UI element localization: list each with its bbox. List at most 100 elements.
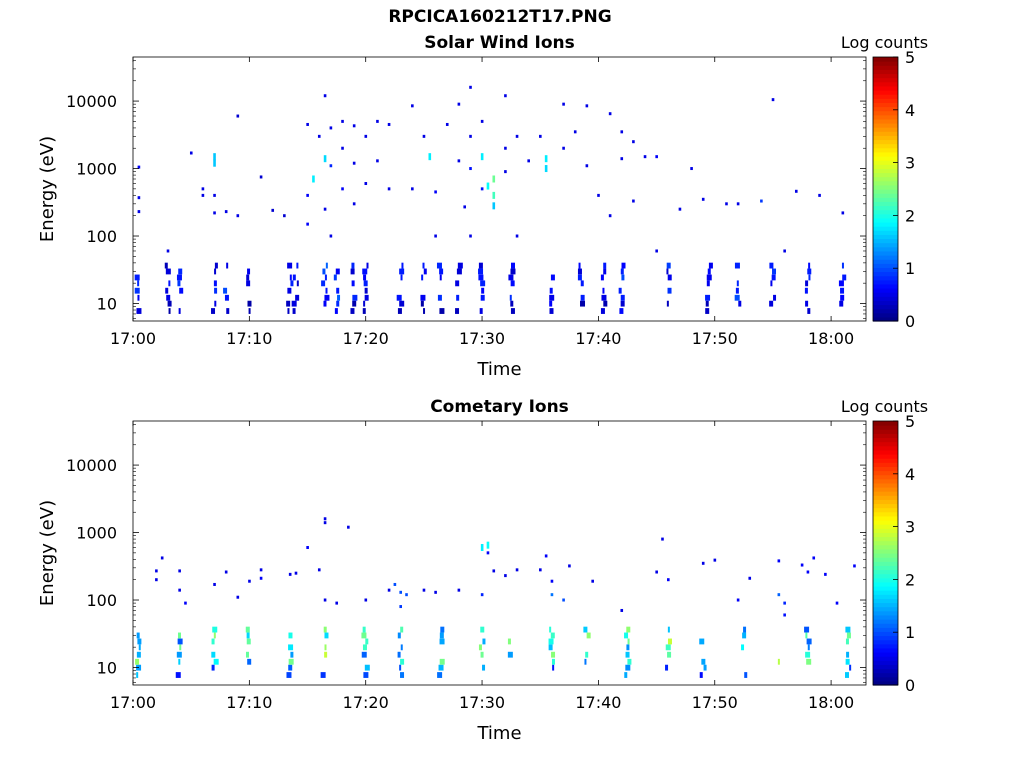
colorbar-cell [873,515,898,521]
data-cell [400,274,403,281]
data-cell [580,294,585,301]
y-tick-label: 10000 [66,456,117,475]
data-cell [336,300,340,307]
x-tick-label: 18:00 [808,329,854,348]
colorbar-label: Log counts [841,33,928,52]
data-cell [620,294,625,301]
colorbar-frame [872,56,899,322]
data-cell [550,632,555,639]
data-point [480,187,484,191]
data-point [387,588,391,592]
colorbar-tick-label: 2 [905,206,915,225]
data-cell [627,658,632,665]
colorbar-cell [873,478,898,484]
colorbar-cell [873,429,898,434]
data-cell [480,651,484,658]
data-point [655,249,658,253]
data-cell [456,294,460,301]
data-point [189,151,193,155]
colorbar-cell [873,433,898,439]
data-point [783,601,786,605]
data-point [515,234,519,238]
data-cell [247,268,251,275]
data-cell [179,287,184,294]
data-cell [321,280,326,287]
colorbar-cell [873,147,898,153]
data-point [853,564,856,568]
data-point [329,234,333,238]
data-cell [136,651,141,658]
colorbar-cell [873,94,898,99]
colorbar-cell [873,308,898,314]
colorbar-cell [873,288,898,293]
data-point [841,211,845,215]
colorbar-cell [873,61,898,66]
data-cell [667,638,672,645]
data-cell [478,274,484,281]
data-point [480,119,484,123]
data-cell [626,626,631,633]
data-point [469,134,472,138]
data-point [771,98,775,102]
y-tick-label: 1000 [76,160,117,179]
data-cell [336,287,340,294]
data-cell [362,308,366,314]
data-cell [177,632,181,639]
data-point [457,588,461,592]
data-point [701,197,705,201]
data-cell [400,672,405,678]
data-point [213,159,216,167]
data-cell [213,280,217,287]
data-cell [296,280,299,287]
data-cell [361,632,367,639]
data-point [812,556,816,560]
colorbar-cell [873,466,898,472]
data-cell [214,287,218,294]
data-point [317,134,321,138]
data-cell [805,651,811,658]
colorbar-cell [873,462,898,467]
x-tick-label: 17:30 [459,693,505,712]
data-point [777,593,781,597]
data-point [573,130,577,134]
panel-title: Solar Wind Ions [424,33,575,53]
data-cell [439,268,444,275]
data-point [411,104,414,108]
data-cell [602,287,605,294]
data-point [236,595,240,599]
data-cell [741,644,745,651]
data-point [387,122,391,126]
data-cell [603,262,607,269]
data-point [463,205,466,209]
colorbar-cell [873,151,898,157]
colorbar-cell [873,536,898,542]
data-cell [325,287,328,294]
colorbar-cell [873,470,898,476]
data-point [271,208,275,212]
data-point [620,157,624,161]
data-cell [846,632,851,639]
data-point [213,211,216,215]
colorbar-cell [873,201,898,207]
data-cell [363,280,368,287]
colorbar-cell [873,193,898,198]
data-cell [707,268,711,275]
colorbar-cell [873,65,898,70]
data-point [620,130,624,134]
data-point [312,175,315,183]
data-cell [706,280,710,287]
data-cell [286,672,292,678]
x-tick-label: 17:40 [575,329,621,348]
data-cell [840,294,845,301]
data-cell [804,287,808,294]
data-cell [288,658,294,665]
colorbar-cell [873,639,898,645]
data-point [544,165,548,173]
data-cell [364,294,369,301]
data-cell [289,274,292,281]
colorbar-tick-label: 0 [905,312,915,331]
data-point [201,187,205,191]
colorbar-tick-label: 4 [905,465,915,484]
data-cell [583,626,588,633]
data-cell [322,268,326,275]
